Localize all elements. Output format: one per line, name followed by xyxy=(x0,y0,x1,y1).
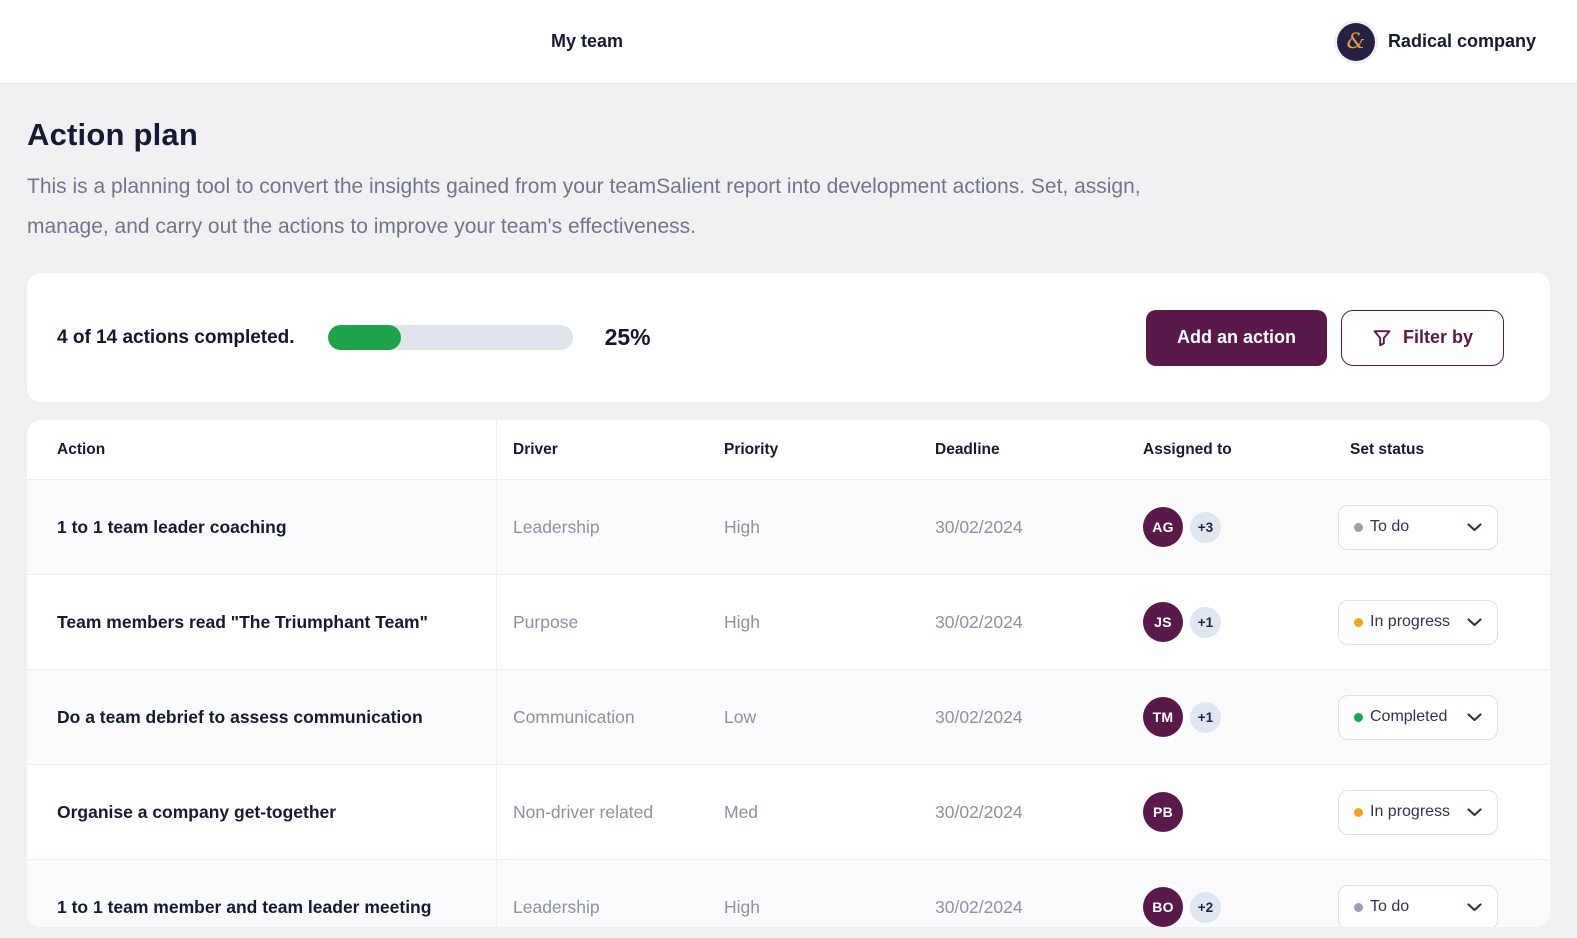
table-row: Do a team debrief to assess communicatio… xyxy=(27,669,1550,764)
tab-my-team[interactable]: My team xyxy=(551,0,623,83)
status-dropdown[interactable]: In progress xyxy=(1338,599,1498,645)
table-row: Organise a company get-together Non-driv… xyxy=(27,764,1550,859)
deadline-cell: 30/02/2024 xyxy=(935,611,1023,632)
brand-area[interactable]: & Radical company xyxy=(1336,0,1536,83)
driver-cell: Non-driver related xyxy=(513,801,654,822)
status-dot xyxy=(1354,902,1363,912)
progress-summary-card: 4 of 14 actions completed. 25% Add an ac… xyxy=(27,273,1550,402)
table-body: 1 to 1 team leader coaching Leadership H… xyxy=(27,479,1550,927)
action-cell: 1 to 1 team member and team leader meeti… xyxy=(57,860,497,927)
assigned-to-cell: AG +3 xyxy=(1127,480,1334,574)
status-label: To do xyxy=(1370,898,1410,915)
top-navigation-bar: My team & Radical company xyxy=(0,0,1577,84)
page-description-line1: This is a planning tool to convert the i… xyxy=(27,175,1141,198)
page-description-line2: manage, and carry out the actions to imp… xyxy=(27,215,696,238)
set-status-cell: To do xyxy=(1334,480,1514,574)
avatar[interactable]: PB xyxy=(1143,792,1183,832)
status-dropdown[interactable]: Completed xyxy=(1338,694,1498,740)
priority-cell: Low xyxy=(724,706,757,727)
avatar[interactable]: AG xyxy=(1143,507,1183,547)
page-title: Action plan xyxy=(27,117,198,152)
action-cell: Team members read "The Triumphant Team" xyxy=(57,575,497,669)
progress-bar-fill xyxy=(327,325,402,350)
status-dropdown[interactable]: To do xyxy=(1338,504,1498,550)
table-row: 1 to 1 team member and team leader meeti… xyxy=(27,859,1550,927)
chevron-down-icon xyxy=(1467,712,1482,722)
page-description: This is a planning tool to convert the i… xyxy=(27,167,1550,247)
main-content: Action plan This is a planning tool to c… xyxy=(0,117,1577,927)
chevron-down-icon xyxy=(1467,522,1482,532)
assigned-to-cell: BO +2 xyxy=(1127,860,1334,927)
deadline-cell: 30/02/2024 xyxy=(935,801,1023,822)
assignee-extra-badge[interactable]: +3 xyxy=(1190,511,1221,543)
assignee-extra-badge[interactable]: +1 xyxy=(1190,606,1221,638)
set-status-cell: In progress xyxy=(1334,765,1514,859)
priority-cell: High xyxy=(724,896,760,917)
status-dot xyxy=(1354,807,1363,817)
brand-name: Radical company xyxy=(1387,31,1536,51)
column-header-action: Action xyxy=(57,420,497,479)
assigned-to-cell: JS +1 xyxy=(1127,575,1334,669)
filter-by-label: Filter by xyxy=(1402,327,1473,347)
status-dropdown[interactable]: To do xyxy=(1338,884,1498,927)
add-action-button[interactable]: Add an action xyxy=(1145,309,1327,366)
status-label: In progress xyxy=(1370,803,1451,820)
driver-cell: Leadership xyxy=(513,896,600,917)
deadline-cell: 30/02/2024 xyxy=(935,706,1023,727)
assigned-to-cell: PB xyxy=(1127,765,1334,859)
filter-by-button[interactable]: Filter by xyxy=(1340,309,1504,366)
column-header-deadline: Deadline xyxy=(935,440,1000,458)
status-dot xyxy=(1354,617,1363,627)
column-header-assigned-to: Assigned to xyxy=(1143,440,1232,458)
status-dot xyxy=(1354,712,1363,722)
column-header-driver: Driver xyxy=(513,440,558,458)
column-header-priority: Priority xyxy=(724,440,779,458)
avatar[interactable]: BO xyxy=(1143,887,1183,927)
tab-my-team-label: My team xyxy=(551,31,624,51)
progress-label: 4 of 14 actions completed. xyxy=(57,326,295,348)
table-row: Team members read "The Triumphant Team" … xyxy=(27,574,1550,669)
action-cell: 1 to 1 team leader coaching xyxy=(57,480,497,574)
table-header-row: Action Driver Priority Deadline Assigned… xyxy=(27,420,1550,479)
avatar[interactable]: JS xyxy=(1143,602,1183,642)
action-cell: Organise a company get-together xyxy=(57,765,497,859)
chevron-down-icon xyxy=(1467,807,1482,817)
driver-cell: Communication xyxy=(513,706,635,727)
assignee-extra-badge[interactable]: +1 xyxy=(1190,701,1221,733)
status-dot xyxy=(1354,522,1363,532)
driver-cell: Leadership xyxy=(513,516,600,537)
status-dropdown[interactable]: In progress xyxy=(1338,789,1498,835)
set-status-cell: To do xyxy=(1334,860,1514,927)
status-label: In progress xyxy=(1370,613,1451,630)
deadline-cell: 30/02/2024 xyxy=(935,516,1023,537)
set-status-cell: Completed xyxy=(1334,670,1514,764)
avatar[interactable]: TM xyxy=(1143,697,1183,737)
chevron-down-icon xyxy=(1467,902,1482,912)
priority-cell: Med xyxy=(724,801,759,822)
table-row: 1 to 1 team leader coaching Leadership H… xyxy=(27,479,1550,574)
assigned-to-cell: TM +1 xyxy=(1127,670,1334,764)
column-header-set-status: Set status xyxy=(1350,440,1425,458)
priority-cell: High xyxy=(724,516,760,537)
ampersand-logo-icon: & xyxy=(1336,22,1375,61)
assignee-extra-badge[interactable]: +2 xyxy=(1190,891,1221,923)
action-cell: Do a team debrief to assess communicatio… xyxy=(57,670,497,764)
set-status-cell: In progress xyxy=(1334,575,1514,669)
status-label: To do xyxy=(1370,518,1410,535)
progress-bar-track xyxy=(327,325,573,350)
action-table-card: Action Driver Priority Deadline Assigned… xyxy=(27,420,1550,927)
deadline-cell: 30/02/2024 xyxy=(935,896,1023,917)
driver-cell: Purpose xyxy=(513,611,579,632)
funnel-icon xyxy=(1372,328,1392,348)
status-label: Completed xyxy=(1370,708,1448,725)
progress-percent: 25% xyxy=(604,324,651,350)
chevron-down-icon xyxy=(1467,617,1482,627)
priority-cell: High xyxy=(724,611,760,632)
